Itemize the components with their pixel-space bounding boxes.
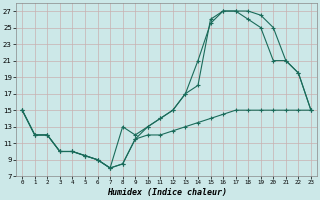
X-axis label: Humidex (Indice chaleur): Humidex (Indice chaleur) (107, 188, 227, 197)
